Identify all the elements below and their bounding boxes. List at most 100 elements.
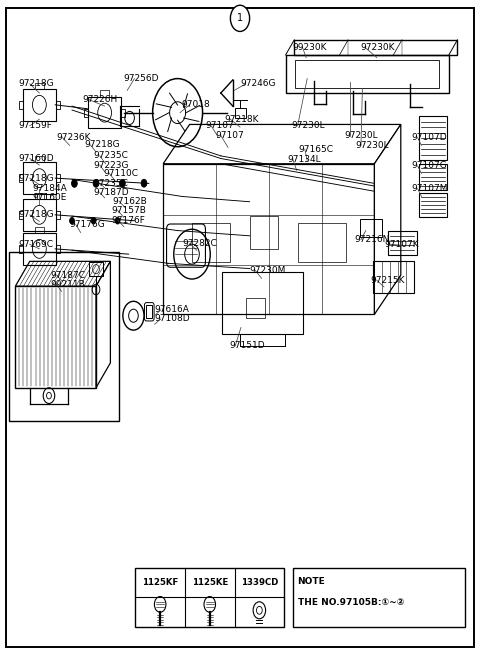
Text: 97223G: 97223G (94, 160, 129, 170)
Bar (298, 223, 346, 262)
Bar (19, 245, 23, 253)
Bar (23, 89, 56, 121)
Bar (15, 286, 96, 388)
Text: 97218G: 97218G (18, 210, 54, 219)
Bar (100, 90, 109, 97)
Circle shape (70, 217, 74, 224)
Bar (294, 40, 457, 55)
Bar (192, 223, 230, 262)
Text: 97107K: 97107K (384, 240, 419, 249)
Polygon shape (163, 164, 374, 314)
Bar (293, 568, 465, 627)
Bar (286, 55, 449, 93)
Text: 97162B: 97162B (113, 196, 147, 206)
Text: 97169C: 97169C (18, 240, 53, 249)
Polygon shape (163, 124, 401, 164)
Text: 97230L: 97230L (355, 141, 389, 150)
Circle shape (93, 179, 99, 187)
Text: 97176G: 97176G (70, 220, 105, 229)
Text: 97215K: 97215K (371, 276, 405, 285)
Text: 97230K: 97230K (360, 43, 395, 52)
Bar (23, 199, 56, 231)
Bar (56, 101, 60, 109)
Text: 1125KF: 1125KF (142, 578, 178, 587)
Text: 97110C: 97110C (103, 169, 138, 178)
Bar (9, 252, 119, 421)
Text: 97157B: 97157B (111, 206, 146, 215)
Circle shape (141, 179, 147, 187)
Text: 99230K: 99230K (293, 43, 327, 52)
Text: 99211B: 99211B (50, 280, 85, 289)
Text: 97256D: 97256D (124, 74, 159, 83)
Bar (419, 193, 447, 217)
Text: 1125KE: 1125KE (192, 578, 228, 587)
Bar (89, 262, 103, 276)
Bar (373, 261, 414, 293)
Bar (12, 248, 115, 411)
FancyBboxPatch shape (144, 303, 154, 321)
Text: 97216N: 97216N (354, 235, 390, 244)
Bar (35, 193, 44, 199)
Bar (360, 219, 382, 237)
Bar (388, 231, 417, 255)
Text: 97107D: 97107D (412, 133, 447, 142)
Circle shape (72, 179, 77, 187)
Text: 97184A: 97184A (33, 184, 67, 193)
Text: 97165C: 97165C (299, 145, 334, 154)
Text: 97134L: 97134L (287, 155, 321, 164)
Text: 97230L: 97230L (345, 131, 378, 140)
Text: 97230M: 97230M (250, 266, 286, 275)
Polygon shape (96, 261, 110, 388)
Bar (19, 174, 23, 182)
Text: 97187C: 97187C (50, 271, 85, 280)
Bar (88, 97, 121, 128)
Bar (35, 156, 44, 162)
Text: 97218G: 97218G (84, 140, 120, 149)
Text: 97018: 97018 (181, 100, 210, 109)
Text: 97218G: 97218G (18, 79, 54, 88)
Text: 97160D: 97160D (18, 154, 54, 163)
Text: 97107: 97107 (205, 121, 234, 130)
Text: 97218K: 97218K (225, 115, 259, 124)
Text: 97235C: 97235C (94, 151, 129, 160)
Text: 97616A: 97616A (155, 305, 190, 314)
Bar (250, 216, 278, 249)
Text: 97282C: 97282C (182, 239, 217, 248)
Text: 97107: 97107 (215, 131, 244, 140)
Bar (23, 162, 56, 194)
Circle shape (120, 179, 125, 187)
Text: NOTE: NOTE (298, 577, 325, 586)
Text: 97108D: 97108D (155, 314, 190, 324)
Bar (84, 109, 88, 117)
Bar (218, 257, 307, 346)
Bar (23, 233, 56, 265)
Circle shape (230, 5, 250, 31)
Bar (419, 164, 447, 190)
Bar (419, 116, 447, 160)
Text: THE NO.97105B:①~②: THE NO.97105B:①~② (298, 597, 404, 607)
FancyBboxPatch shape (167, 224, 205, 267)
Text: 97159F: 97159F (18, 121, 52, 130)
Text: 97176F: 97176F (111, 215, 145, 225)
Text: 97107G: 97107G (412, 161, 447, 170)
Bar (146, 305, 152, 318)
Bar (35, 227, 44, 233)
Circle shape (91, 217, 96, 224)
Text: 97230L: 97230L (292, 121, 325, 130)
Polygon shape (15, 261, 110, 286)
Bar (222, 272, 303, 334)
Bar (19, 101, 23, 109)
Text: 97236K: 97236K (57, 133, 91, 142)
Text: 97107M: 97107M (412, 184, 448, 193)
Circle shape (115, 217, 120, 224)
Bar (56, 211, 60, 219)
Text: 1: 1 (237, 13, 243, 24)
Bar (135, 568, 284, 627)
Bar (121, 109, 125, 117)
Text: 97246G: 97246G (240, 79, 276, 88)
Text: 97151D: 97151D (229, 341, 265, 350)
Text: 1339CD: 1339CD (240, 578, 278, 587)
Bar (19, 211, 23, 219)
Bar (295, 60, 439, 88)
Bar (56, 245, 60, 253)
